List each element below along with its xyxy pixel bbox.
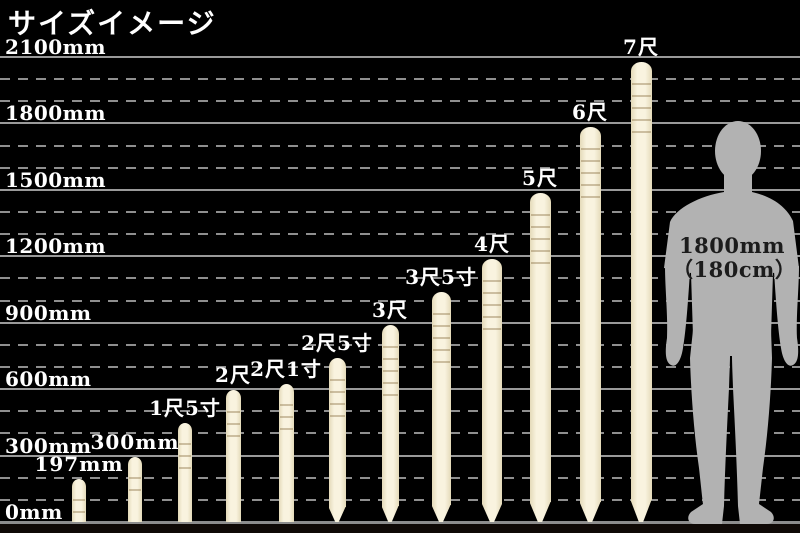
minor-gridline-2000mm <box>0 78 800 81</box>
figure-height-label: 1800mm （180cm） <box>672 233 797 282</box>
stake-300mm <box>128 456 142 522</box>
stake-point <box>482 503 502 522</box>
stake-notches <box>631 82 651 141</box>
stake-notches <box>382 345 398 398</box>
figure-height-mm: 1800mm <box>679 233 785 258</box>
stake-shaft <box>579 127 601 502</box>
stake-shaft <box>72 479 86 522</box>
stake-point <box>381 505 399 522</box>
minor-gridline-1100mm <box>0 277 800 280</box>
stake-shaft <box>278 383 294 522</box>
stake-label-197mm: 197mm <box>34 452 124 477</box>
stake-label-1尺5寸: 1尺5寸 <box>149 396 221 421</box>
stake-label-300mm: 300mm <box>90 429 180 454</box>
stake-6尺 <box>579 127 601 522</box>
major-gridline-1500mm <box>0 188 800 191</box>
axis-tick-label-1800mm: 1800mm <box>5 101 106 126</box>
figure-left-arm <box>665 266 690 366</box>
stake-label-4尺: 4尺 <box>474 231 510 256</box>
stake-7尺 <box>630 61 652 522</box>
axis-tick-label-1500mm: 1500mm <box>5 167 106 192</box>
minor-gridline-800mm <box>0 343 800 346</box>
minor-gridline-1000mm <box>0 299 800 302</box>
stake-label-5尺: 5尺 <box>522 166 558 191</box>
figure-neck <box>724 168 752 194</box>
stake-shaft <box>630 61 652 500</box>
minor-gridline-1900mm <box>0 100 800 103</box>
stake-shaft <box>529 193 551 502</box>
stake-label-2尺1寸: 2尺1寸 <box>250 356 322 381</box>
stake-label-2尺5寸: 2尺5寸 <box>301 330 373 355</box>
major-gridline-300mm <box>0 454 800 457</box>
stake-3尺 <box>381 324 399 522</box>
stake-1尺5寸 <box>178 423 192 522</box>
major-gridline-0mm <box>0 521 800 524</box>
stake-notches <box>580 148 600 207</box>
stake-shaft <box>431 291 451 505</box>
figure-legs <box>688 330 774 524</box>
axis-tick-label-600mm: 600mm <box>5 367 92 392</box>
stake-shaft <box>381 324 399 506</box>
figure-head <box>715 121 761 181</box>
minor-gridline-400mm <box>0 432 800 435</box>
minor-gridline-500mm <box>0 410 800 413</box>
major-gridline-1200mm <box>0 255 800 258</box>
stake-label-3尺5寸: 3尺5寸 <box>405 264 477 289</box>
stake-notches <box>432 312 450 371</box>
stake-label-3尺: 3尺 <box>372 297 408 322</box>
human-silhouette-icon <box>664 121 799 524</box>
stake-notches <box>483 279 501 338</box>
stake-3尺5寸 <box>431 291 451 522</box>
stake-shaft <box>128 456 142 522</box>
minor-gridline-100mm <box>0 498 800 501</box>
major-gridline-900mm <box>0 321 800 324</box>
stake-shaft <box>482 258 502 504</box>
axis-tick-label-0mm: 0mm <box>5 500 63 524</box>
stake-5尺 <box>529 193 551 522</box>
stake-notches <box>226 410 240 445</box>
stake-4尺 <box>482 258 502 522</box>
stake-shaft <box>328 357 346 507</box>
stake-point <box>529 501 551 522</box>
stake-point <box>630 499 652 522</box>
stake-notches <box>73 498 85 517</box>
stake-2尺5寸 <box>328 357 346 522</box>
minor-gridline-700mm <box>0 365 800 368</box>
stake-2尺 <box>225 390 241 522</box>
stake-label-7尺: 7尺 <box>623 34 659 59</box>
stake-shaft <box>178 423 192 522</box>
minor-gridline-1600mm <box>0 166 800 169</box>
minor-gridline-1400mm <box>0 210 800 213</box>
ground-strip <box>0 523 800 533</box>
axis-tick-label-900mm: 900mm <box>5 300 92 325</box>
axis-tick-label-300mm: 300mm <box>5 433 92 458</box>
axis-tick-label-2100mm: 2100mm <box>5 34 106 59</box>
major-gridline-2100mm <box>0 55 800 58</box>
stake-notches <box>329 378 345 422</box>
stake-label-2尺: 2尺 <box>215 363 251 388</box>
stake-197mm <box>72 479 86 522</box>
stake-shaft <box>225 390 241 522</box>
stake-notches <box>129 476 141 495</box>
stake-label-6尺: 6尺 <box>572 100 608 125</box>
figure-right-arm <box>774 266 799 366</box>
minor-gridline-1700mm <box>0 144 800 147</box>
axis-tick-label-1200mm: 1200mm <box>5 234 106 259</box>
figure-height-cm: （180cm） <box>672 257 797 282</box>
stake-point <box>328 506 346 522</box>
stake-point <box>431 504 451 522</box>
page-title: サイズイメージ <box>8 7 217 40</box>
stake-notches <box>279 404 293 441</box>
stake-2尺1寸 <box>278 383 294 522</box>
minor-gridline-200mm <box>0 476 800 479</box>
major-gridline-1800mm <box>0 122 800 125</box>
stake-notches <box>179 443 191 469</box>
stake-point <box>579 501 601 522</box>
figure-torso <box>664 192 799 336</box>
minor-gridline-1300mm <box>0 233 800 236</box>
major-gridline-600mm <box>0 388 800 391</box>
stake-notches <box>530 214 550 273</box>
